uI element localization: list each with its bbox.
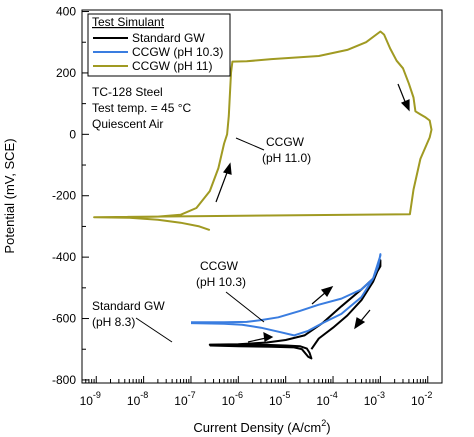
y-axis-label: Potential (mV, SCE) [2, 138, 17, 253]
arrow-standard-gw-head [263, 331, 274, 342]
y-tick-label: -200 [52, 189, 76, 203]
y-tick-label: -800 [52, 373, 76, 387]
x-tick-label: 10-4 [316, 390, 337, 408]
legend-title: Test Simulant [92, 15, 165, 29]
series-line-0 [208, 259, 382, 360]
legend: Test Simulant Standard GW CCGW (pH 10.3)… [87, 13, 231, 77]
x-axis-label-closing: ) [326, 420, 330, 435]
x-tick-label: 10-6 [222, 390, 243, 408]
y-tick-label: 200 [56, 66, 76, 80]
x-tick-label: 10-8 [127, 390, 148, 408]
annotation-ccgw-ph11-line-1: CCGW [266, 135, 305, 149]
series-line-2 [93, 30, 433, 232]
x-axis-label-superscript: 2 [321, 418, 326, 428]
plot-frame [81, 9, 443, 384]
x-tick-label: 10-9 [80, 390, 101, 408]
annotation-ccgw-ph103-line-2: (pH 10.3) [196, 275, 246, 289]
x-tick-label: 10-7 [174, 390, 195, 408]
test-conditions-line-2: Test temp. = 45 °C [92, 101, 192, 115]
annotation-ccgw-ph103-leader [225, 291, 265, 323]
arrow-ph103-up-line [311, 291, 327, 305]
annotation-ccgw-ph103-line-1: CCGW [200, 259, 239, 273]
axis-ticks [81, 11, 443, 383]
annotation-ccgw-ph11-line-2: (pH 11.0) [262, 151, 311, 165]
test-conditions-line-1: TC-128 Steel [92, 85, 163, 99]
legend-entry-ccgw-ph-11: CCGW (pH 11) [132, 59, 212, 73]
series-line-1 [190, 253, 382, 337]
arrow-standard-gw-line [247, 337, 267, 343]
y-tick-label: 0 [69, 127, 76, 141]
x-axis-label-text: Current Density (A/cm [193, 420, 321, 435]
y-tick-label: -400 [52, 250, 76, 264]
direction-arrows [215, 83, 410, 343]
annotation-standard-gw-leader [135, 317, 173, 343]
annotation-ccgw-ph11-leader [235, 137, 265, 151]
x-tick-label: 10-2 [411, 390, 432, 408]
x-axis-label: Current Density (A/cm2) [193, 418, 330, 435]
arrow-ph103-down-head [354, 317, 366, 330]
arrow-ph103-up-head [320, 286, 334, 298]
legend-entry-ccgw-ph-10-3: CCGW (pH 10.3) [132, 45, 223, 59]
x-tick-label: 10-5 [269, 390, 290, 408]
series-layer [93, 30, 433, 360]
test-conditions-line-3: Quiescent Air [92, 117, 163, 131]
arrow-ph11-upward-line [215, 169, 229, 203]
y-tick-label: 400 [56, 5, 76, 19]
x-tick-label: 10-3 [364, 390, 385, 408]
legend-entry-standard-gw: Standard GW [132, 31, 205, 45]
arrow-ph11-downward-head [400, 99, 410, 112]
arrow-ph11-downward-line [397, 83, 407, 105]
annotation-standard-gw-line-2: (pH 8.3) [92, 315, 135, 329]
y-tick-label: -600 [52, 312, 76, 326]
axis-tick-labels: 10-9 10-8 10-7 10-6 10-5 10-4 10-3 10-2 400 200 0 -… [52, 5, 432, 408]
arrow-ph11-upward-head [222, 162, 232, 175]
annotation-standard-gw-line-1: Standard GW [92, 299, 165, 313]
